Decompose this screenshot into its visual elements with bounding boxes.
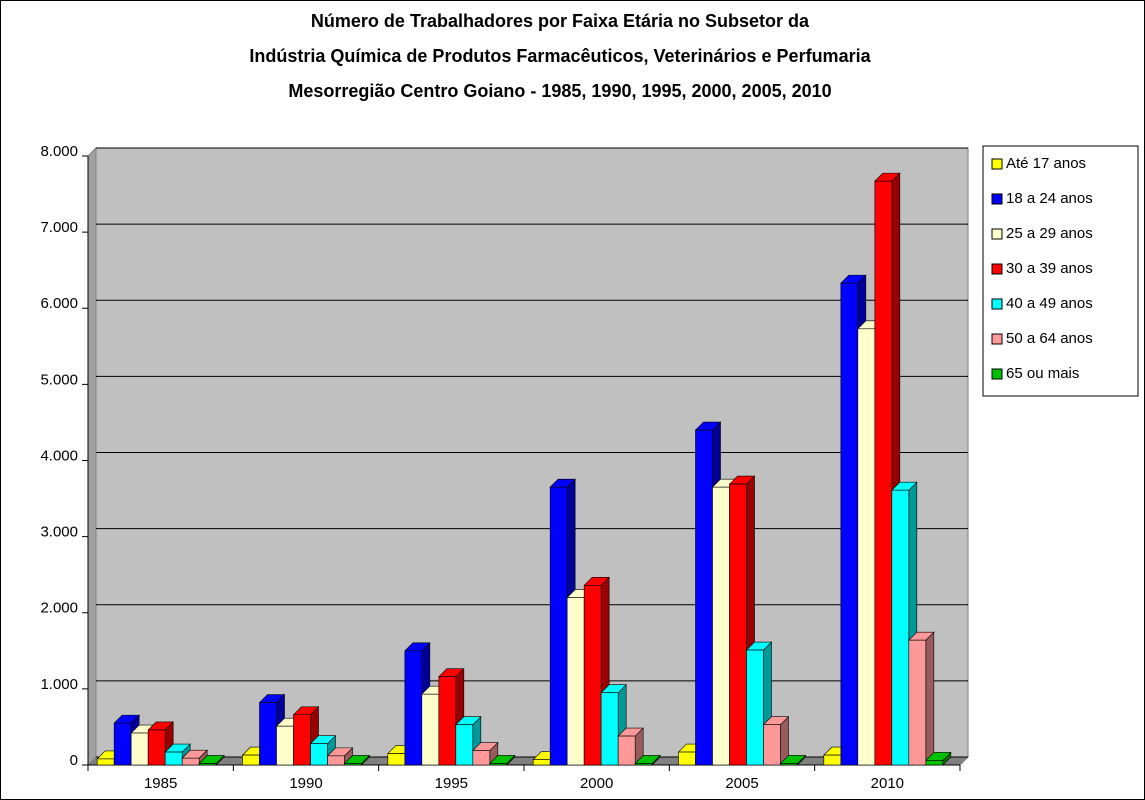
legend-swatch — [991, 228, 1003, 240]
legend-label: 40 a 49 anos — [1006, 295, 1093, 312]
chart-title: Mesorregião Centro Goiano - 1985, 1990, … — [288, 81, 831, 101]
bar-side — [925, 631, 935, 766]
bar — [566, 597, 585, 766]
y-tick-label: 6.000 — [40, 295, 78, 312]
x-tick-label: 2005 — [725, 775, 758, 792]
bar — [908, 639, 927, 766]
bar — [259, 702, 277, 766]
legend-label: 50 a 64 anos — [1006, 330, 1093, 347]
y-tick-label: 5.000 — [40, 371, 78, 388]
legend-label: 65 ou mais — [1006, 365, 1079, 382]
legend-swatch — [991, 193, 1003, 205]
bar — [712, 486, 730, 766]
bar — [532, 759, 551, 766]
bar — [147, 729, 166, 766]
bar — [840, 282, 859, 766]
bar — [455, 724, 474, 766]
x-tick-label: 1995 — [435, 775, 468, 792]
bar — [164, 751, 183, 766]
bar — [113, 722, 132, 766]
bar — [583, 585, 602, 766]
bar — [181, 757, 200, 766]
chart-title: Indústria Química de Produtos Farmacêuti… — [249, 46, 871, 66]
y-tick-label: 2.000 — [40, 600, 78, 617]
x-tick-label: 2010 — [871, 775, 904, 792]
y-tick-label: 7.000 — [40, 219, 78, 236]
bar — [472, 750, 491, 766]
bar — [438, 676, 457, 766]
bar — [763, 724, 781, 766]
bar — [729, 483, 747, 766]
bar — [276, 725, 294, 766]
legend-label: 18 a 24 anos — [1006, 190, 1093, 207]
bar — [310, 743, 328, 766]
bar — [198, 763, 217, 766]
bar — [404, 650, 423, 766]
bar — [874, 180, 893, 766]
y-tick-label: 0 — [70, 752, 78, 769]
bar — [617, 735, 636, 766]
bar — [293, 714, 311, 766]
y-tick-label: 3.000 — [40, 524, 78, 541]
legend-swatch — [991, 263, 1003, 275]
bar — [891, 489, 910, 766]
bar — [823, 754, 842, 766]
bar — [549, 486, 568, 766]
bar — [600, 692, 619, 766]
legend-swatch — [991, 368, 1003, 380]
bar — [678, 751, 696, 766]
bar — [634, 763, 653, 766]
legend-swatch — [991, 333, 1003, 345]
bar — [925, 760, 944, 766]
legend-swatch — [991, 298, 1003, 310]
x-tick-label: 1985 — [144, 775, 177, 792]
bar — [130, 732, 149, 766]
legend-label: Até 17 anos — [1006, 155, 1086, 172]
legend-swatch — [991, 158, 1003, 170]
bar — [421, 693, 440, 766]
x-tick-label: 1990 — [289, 775, 322, 792]
legend-box — [982, 145, 1139, 397]
y-tick-label: 1.000 — [40, 676, 78, 693]
y-tick-label: 8.000 — [40, 143, 78, 160]
bar — [96, 758, 115, 766]
legend-label: 30 a 39 anos — [1006, 260, 1093, 277]
bar — [242, 754, 260, 766]
y-tick-label: 4.000 — [40, 447, 78, 464]
bar — [344, 763, 362, 766]
bar — [746, 649, 764, 766]
bar — [857, 328, 876, 766]
chart-title: Número de Trabalhadores por Faixa Etária… — [311, 11, 810, 31]
legend-label: 25 a 29 anos — [1006, 225, 1093, 242]
bar — [489, 763, 508, 766]
bar — [780, 763, 798, 766]
bar — [695, 429, 713, 766]
bar — [387, 753, 406, 766]
side-wall — [87, 146, 97, 767]
bar — [327, 755, 345, 766]
x-tick-label: 2000 — [580, 775, 613, 792]
